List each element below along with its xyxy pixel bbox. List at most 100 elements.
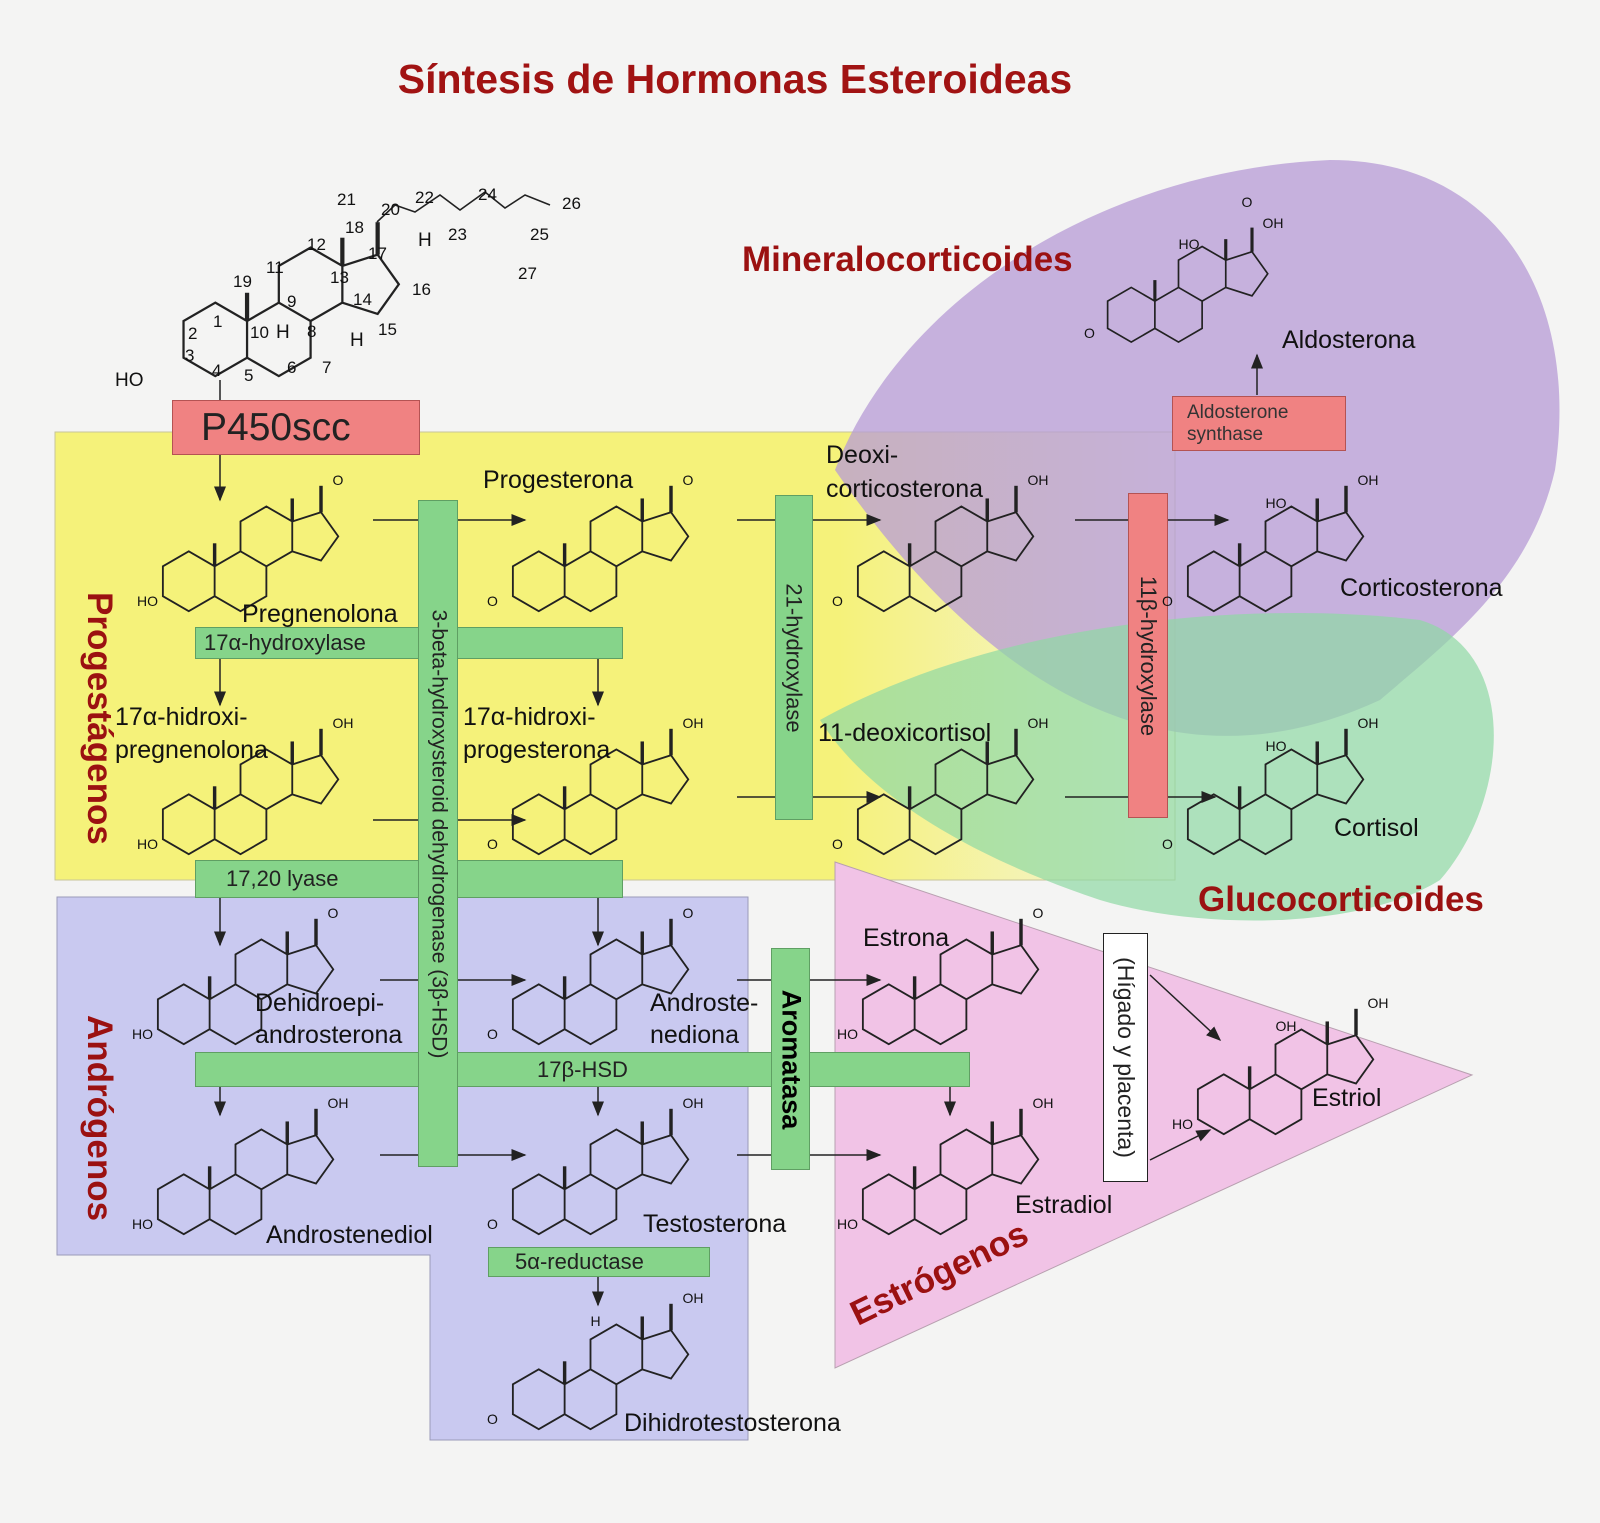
enzyme-5a-reductase: 5α-reductase — [488, 1247, 710, 1277]
substituent-left: O — [1084, 325, 1095, 342]
substituent-left: HO — [1172, 1115, 1193, 1132]
enzyme-label: 11β-hydroxylase — [1136, 575, 1161, 736]
substituent-extra: HO — [1265, 738, 1287, 754]
substituent-left: HO — [132, 1215, 153, 1232]
carbon-number: 3 — [185, 346, 195, 365]
carbon-number: 6 — [287, 358, 297, 377]
substituent-right: OH — [1032, 1095, 1054, 1111]
carbon-number: 23 — [448, 225, 467, 244]
substituent-right: OH — [1027, 715, 1049, 731]
substituent-left: HO — [837, 1215, 858, 1232]
carbon-number: 22 — [415, 188, 434, 207]
carbon-number: 27 — [518, 264, 537, 283]
enzyme-17a-hydroxylase: 17α-hydroxylase — [195, 627, 623, 659]
molecule-name-deoxicorticosterona-1: Deoxi- — [826, 441, 899, 469]
substituent-extra: OH — [1275, 1018, 1297, 1034]
substituent-top: O — [1241, 194, 1253, 210]
substituent-right: OH — [1367, 995, 1389, 1011]
substituent-right: O — [1032, 905, 1044, 921]
carbon-number: 21 — [337, 190, 356, 209]
molecule-name-dhea-2: androsterona — [255, 1021, 403, 1049]
structure-androstenediol — [156, 1107, 335, 1236]
substituent-left: O — [487, 835, 498, 852]
structure-progesterona — [511, 484, 690, 613]
carbon-number: 16 — [412, 280, 431, 299]
substituent-right: OH — [682, 1095, 704, 1111]
carbon-number: 24 — [478, 185, 497, 204]
molecule-name-dihidrotestosterona: Dihidrotestosterona — [624, 1409, 841, 1437]
substituent-left: O — [487, 592, 498, 609]
substituent-left: O — [832, 835, 843, 852]
substituent-right: O — [332, 472, 344, 488]
reaction-arrow — [1149, 1129, 1212, 1161]
category-progestagenos: Progestágenos — [80, 592, 119, 845]
carbon-number: 19 — [233, 272, 252, 291]
carbon-number: 12 — [307, 235, 326, 254]
substituent-extra: HO — [1265, 495, 1287, 511]
substituent-left: O — [487, 1025, 498, 1042]
enzyme-label: 17β-HSD — [537, 1056, 628, 1082]
molecule-name-17oh-pregnenolona-2: pregnenolona — [115, 736, 268, 764]
carbon-number: 13 — [330, 268, 349, 287]
substituent-left: O — [487, 1410, 498, 1427]
carbon-number: 26 — [562, 194, 581, 213]
cholesterol-label: H — [276, 322, 290, 343]
substituent-right: OH — [332, 715, 354, 731]
enzyme-label: Aldosterone — [1187, 401, 1289, 423]
category-androgenos: Andrógenos — [80, 1015, 119, 1222]
molecule-name-progesterona: Progesterona — [483, 466, 634, 494]
substituent-right: O — [327, 905, 339, 921]
molecule-name-deoxicorticosterona-2: corticosterona — [826, 475, 984, 503]
enzyme-21-hydroxylase: 21-hydroxylase — [775, 495, 813, 820]
diagram-title: Síntesis de Hormonas Esteroideas — [397, 56, 1073, 102]
enzyme-label: P450scc — [201, 405, 351, 449]
molecule-name-aldosterona: Aldosterona — [1282, 326, 1416, 354]
substituent-right: OH — [682, 715, 704, 731]
estrogenos-region — [834, 861, 1474, 1369]
enzyme-label: synthase — [1187, 423, 1264, 445]
structure-pregnenolona — [161, 484, 340, 613]
substituent-right: OH — [1357, 715, 1379, 731]
cholesterol-label: H — [350, 330, 364, 351]
substituent-left: O — [1162, 835, 1173, 852]
category-mineralocorticoides: Mineralocorticoides — [742, 240, 1073, 279]
androgenos-region — [56, 896, 749, 1441]
structure-deoxicorticosterona — [856, 484, 1035, 613]
reaction-arrow — [1149, 974, 1222, 1042]
carbon-number: 9 — [287, 292, 297, 311]
carbon-number: 7 — [322, 358, 332, 377]
substituent-right: OH — [327, 1095, 349, 1111]
category-glucocorticoides: Glucocorticoides — [1198, 880, 1484, 919]
enzyme-17-20-lyase: 17,20 lyase — [195, 860, 623, 898]
substituent-extra: HO — [1178, 236, 1200, 252]
enzyme-11b-hydroxylase: 11β-hydroxylase — [1128, 493, 1168, 818]
substituent-left: HO — [132, 1025, 153, 1042]
carbon-number: 10 — [250, 323, 269, 342]
substituent-right: O — [682, 472, 694, 488]
carbon-number: 25 — [530, 225, 549, 244]
molecule-name-pregnenolona: Pregnenolona — [242, 600, 398, 628]
molecule-name-estradiol: Estradiol — [1015, 1191, 1113, 1219]
substituent-left: O — [832, 592, 843, 609]
enzyme-label: 5α-reductase — [515, 1249, 644, 1274]
enzyme-p450scc: P450scc — [172, 400, 420, 455]
enzyme-label: 17α-hydroxylase — [204, 630, 366, 655]
enzyme-label: Aromatasa — [776, 989, 806, 1129]
enzyme-higado-placenta: (Hígado y placenta) — [1103, 933, 1148, 1182]
molecule-name-17oh-progesterona-1: 17α-hidroxi- — [463, 703, 596, 731]
molecule-name-11-deoxicortisol: 11-deoxicortisol — [818, 719, 992, 747]
molecule-name-corticosterona: Corticosterona — [1340, 574, 1503, 602]
carbon-number: 18 — [345, 218, 364, 237]
enzyme-aldosterone-synthase: Aldosterone synthase — [1172, 396, 1346, 451]
molecule-name-estrona: Estrona — [863, 924, 950, 952]
substituent-left: O — [1162, 592, 1173, 609]
carbon-number: 14 — [353, 290, 372, 309]
enzyme-3b-hsd: 3-beta-hydroxysteroid dehydrogenase (3β-… — [418, 500, 458, 1167]
carbon-number: 11 — [266, 258, 284, 277]
reaction-arrows — [214, 353, 1263, 1307]
molecule-name-androstenediona-2: nediona — [650, 1021, 739, 1049]
substituent-right: OH — [1262, 215, 1284, 231]
enzyme-aromatasa: Aromatasa — [771, 948, 810, 1170]
carbon-number: 8 — [307, 322, 317, 341]
